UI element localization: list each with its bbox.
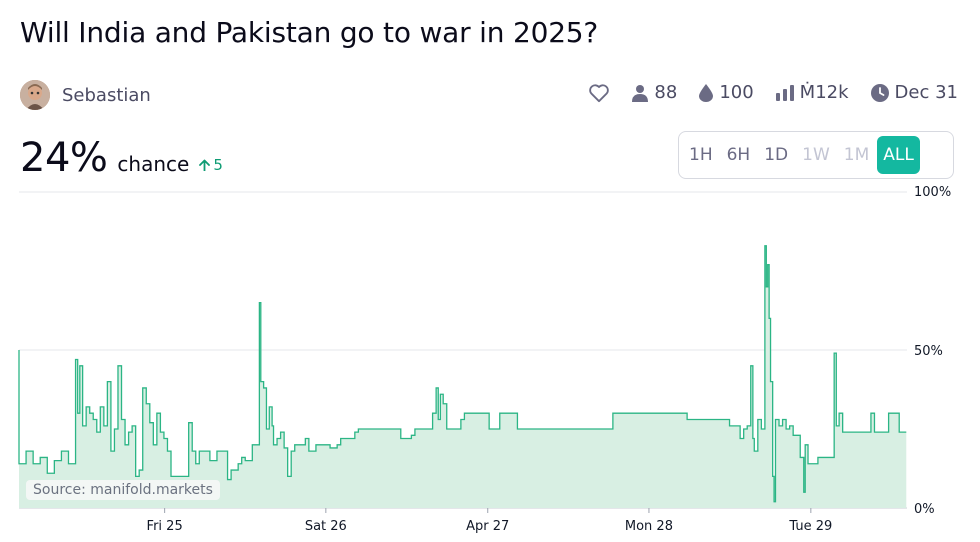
close-date-stat: Dec 31 xyxy=(870,82,958,103)
x-tick-label: Tue 29 xyxy=(788,519,832,534)
time-range-1m[interactable]: 1M xyxy=(843,145,870,165)
liquidity-stat: 100 xyxy=(699,82,754,103)
y-tick-label: 50% xyxy=(914,344,943,359)
liquidity-value: 100 xyxy=(719,82,754,103)
probability-label: chance xyxy=(117,152,190,176)
author[interactable]: Sebastian xyxy=(20,80,151,110)
volume-stat: Ṁ12k xyxy=(775,82,849,103)
like-button[interactable] xyxy=(588,83,610,103)
heart-icon[interactable] xyxy=(588,83,610,103)
y-tick-label: 100% xyxy=(914,185,951,200)
avatar[interactable] xyxy=(20,80,50,110)
traders-count: 88 xyxy=(654,82,678,103)
clock-icon xyxy=(870,83,889,102)
y-tick-label: 0% xyxy=(914,502,935,517)
x-tick-label: Apr 27 xyxy=(466,519,509,534)
probability-value: 24% xyxy=(20,135,108,181)
probability-change: 5 xyxy=(199,156,223,174)
user-icon xyxy=(632,84,649,102)
time-range-selector: 1H 6H 1D 1W 1M ALL xyxy=(678,131,954,179)
time-range-1d[interactable]: 1D xyxy=(764,145,789,165)
time-range-1h[interactable]: 1H xyxy=(689,145,713,165)
time-range-6h[interactable]: 6H xyxy=(726,145,751,165)
probability-display: 24% chance 5 xyxy=(20,135,223,181)
x-tick-label: Fri 25 xyxy=(147,519,183,534)
traders-stat: 88 xyxy=(632,82,677,103)
bar-chart-icon xyxy=(775,84,794,101)
market-stats: 88 100 Ṁ12k Dec 31 xyxy=(588,82,958,103)
x-tick-label: Mon 28 xyxy=(625,519,673,534)
probability-change-value: 5 xyxy=(213,156,223,174)
source-label: Source: manifold.markets xyxy=(26,480,220,500)
series-area xyxy=(19,245,907,508)
x-tick-label: Sat 26 xyxy=(305,519,347,534)
close-date: Dec 31 xyxy=(894,82,958,103)
time-range-all[interactable]: ALL xyxy=(877,136,920,174)
arrow-up-icon xyxy=(199,159,211,171)
market-title: Will India and Pakistan go to war in 202… xyxy=(20,16,599,49)
series-line xyxy=(18,245,907,503)
droplet-icon xyxy=(699,83,714,102)
volume-value: Ṁ12k xyxy=(799,82,849,103)
time-range-1w[interactable]: 1W xyxy=(802,145,830,165)
author-name[interactable]: Sebastian xyxy=(62,84,151,106)
